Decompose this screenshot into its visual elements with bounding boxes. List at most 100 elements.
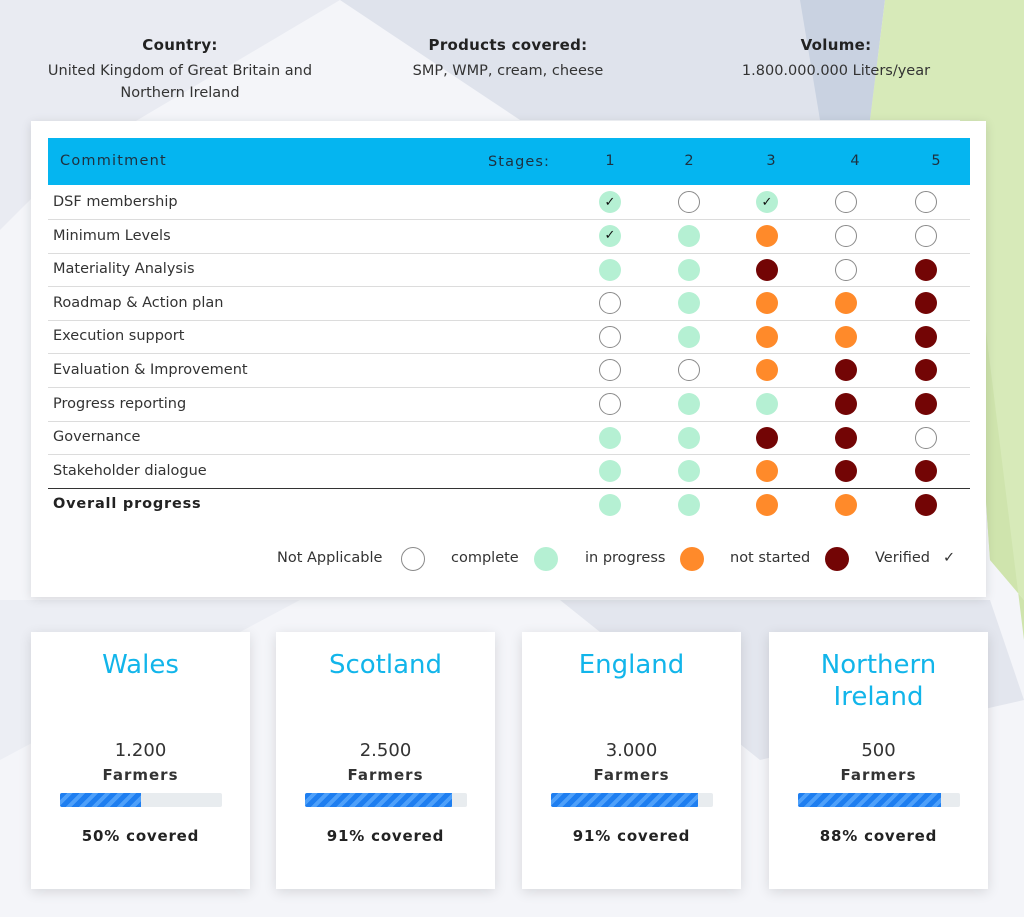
status-na-icon — [915, 426, 937, 449]
legend-complete-icon — [534, 547, 558, 571]
commitment-label: Minimum Levels — [53, 227, 171, 244]
status-complete-icon — [678, 493, 700, 516]
region-name-line2: Ireland — [833, 682, 924, 712]
status-na-icon — [915, 224, 937, 247]
legend-not-applicable-icon — [401, 547, 425, 571]
status-inprogress-icon — [756, 224, 778, 247]
status-complete-icon: ✓ — [599, 191, 621, 214]
commitment-row: Progress reporting — [48, 388, 970, 422]
coverage-label: 91% covered — [326, 827, 445, 845]
country-label: Country: — [142, 36, 218, 54]
stage-header-3: 3 — [766, 153, 776, 169]
status-na-icon — [835, 224, 857, 247]
commitment-label: Governance — [53, 429, 141, 446]
commitment-row: Stakeholder dialogue — [48, 455, 970, 488]
coverage-label: 50% covered — [81, 827, 200, 845]
status-complete-icon — [756, 392, 778, 415]
coverage-bar — [60, 793, 222, 807]
commitment-row: Governance — [48, 421, 970, 456]
legend-verified-check-icon: ✓ — [943, 550, 956, 566]
volume-label: Volume: — [800, 36, 872, 54]
overall-divider — [48, 488, 970, 489]
commitment-row: DSF membership — [48, 186, 970, 220]
status-na-icon — [678, 359, 700, 382]
status-notstarted-icon — [915, 325, 937, 348]
region-name-line1: Wales — [102, 650, 179, 680]
region-card: Wales 1.200 Farmers 50% covered — [31, 632, 250, 889]
commitment-header: Commitment — [60, 153, 167, 169]
farmers-label: Farmers — [840, 766, 917, 784]
commitment-label: DSF membership — [53, 194, 178, 210]
farmer-count: 1.200 — [114, 740, 167, 761]
status-inprogress-icon — [756, 359, 778, 382]
status-na-icon — [915, 191, 937, 214]
legend-not-started-label: not started — [730, 550, 811, 566]
commitment-label: Stakeholder dialogue — [53, 462, 207, 479]
status-complete-icon — [599, 493, 621, 516]
status-na-icon — [835, 258, 857, 281]
commitment-row: Roadmap & Action plan — [48, 287, 970, 321]
stage-header-1: 1 — [605, 153, 615, 169]
commitment-row: Materiality Analysis — [48, 253, 970, 288]
status-complete-icon — [678, 292, 700, 315]
status-complete-icon — [678, 258, 700, 281]
farmer-count: 3.000 — [605, 740, 658, 761]
coverage-bar-fill — [60, 793, 141, 807]
commitment-row: Execution support — [48, 320, 970, 355]
status-inprogress-icon — [835, 325, 857, 348]
status-notstarted-icon — [835, 392, 857, 415]
status-notstarted-icon — [756, 426, 778, 449]
status-legend: Not Applicable complete in progress not … — [31, 546, 986, 572]
commitment-label: Progress reporting — [53, 395, 187, 412]
region-name-line1: England — [578, 650, 685, 680]
stage-header-4: 4 — [850, 153, 860, 169]
farmers-label: Farmers — [102, 766, 179, 784]
status-complete-icon: ✓ — [756, 191, 778, 214]
status-complete-icon — [678, 426, 700, 449]
status-notstarted-icon — [915, 493, 937, 516]
status-inprogress-icon — [835, 493, 857, 516]
commitment-card: Commitment Stages: 1 2 3 4 5 DSF members… — [31, 121, 986, 597]
verified-check-icon: ✓ — [604, 228, 616, 244]
status-complete-icon — [678, 392, 700, 415]
summary-header: Country: United Kingdom of Great Britain… — [0, 36, 1024, 116]
status-complete-icon — [678, 325, 700, 348]
status-na-icon — [678, 191, 700, 214]
region-name: England — [522, 649, 741, 681]
stage-header-5: 5 — [931, 153, 941, 169]
status-inprogress-icon — [756, 460, 778, 483]
country-value-line2: Northern Ireland — [120, 85, 240, 101]
coverage-label: 91% covered — [572, 827, 691, 845]
commitment-row: Evaluation & Improvement — [48, 354, 970, 388]
country-value-line1: United Kingdom of Great Britain and — [47, 63, 313, 79]
overall-progress-row: Overall progress — [48, 488, 970, 521]
region-card: Northern Ireland 500 Farmers 88% covered — [769, 632, 988, 889]
commitment-row: Minimum Levels — [48, 220, 970, 254]
status-na-icon — [599, 392, 621, 415]
legend-in-progress-label: in progress — [585, 550, 666, 566]
status-na-icon — [835, 191, 857, 214]
status-notstarted-icon — [835, 359, 857, 382]
status-notstarted-icon — [835, 426, 857, 449]
coverage-bar — [305, 793, 467, 807]
status-notstarted-icon — [915, 460, 937, 483]
legend-verified-label: Verified — [875, 550, 930, 566]
region-name-line1: Northern — [820, 650, 937, 680]
table-header: Commitment Stages: 1 2 3 4 5 — [48, 138, 970, 185]
status-complete-icon — [678, 224, 700, 247]
products-label: Products covered: — [428, 36, 588, 54]
status-na-icon — [599, 359, 621, 382]
status-na-icon — [599, 325, 621, 348]
products-value: SMP, WMP, cream, cheese — [412, 63, 604, 79]
status-complete-icon — [599, 426, 621, 449]
region-card: Scotland 2.500 Farmers 91% covered — [276, 632, 495, 889]
status-na-icon — [599, 292, 621, 315]
coverage-bar-fill — [551, 793, 699, 807]
status-complete-icon: ✓ — [599, 224, 621, 247]
coverage-bar — [551, 793, 713, 807]
products-summary: Products covered: SMP, WMP, cream, chees… — [358, 36, 658, 82]
verified-check-icon: ✓ — [604, 194, 616, 210]
farmers-label: Farmers — [347, 766, 424, 784]
commitment-label: Evaluation & Improvement — [53, 362, 248, 378]
status-notstarted-icon — [756, 258, 778, 281]
